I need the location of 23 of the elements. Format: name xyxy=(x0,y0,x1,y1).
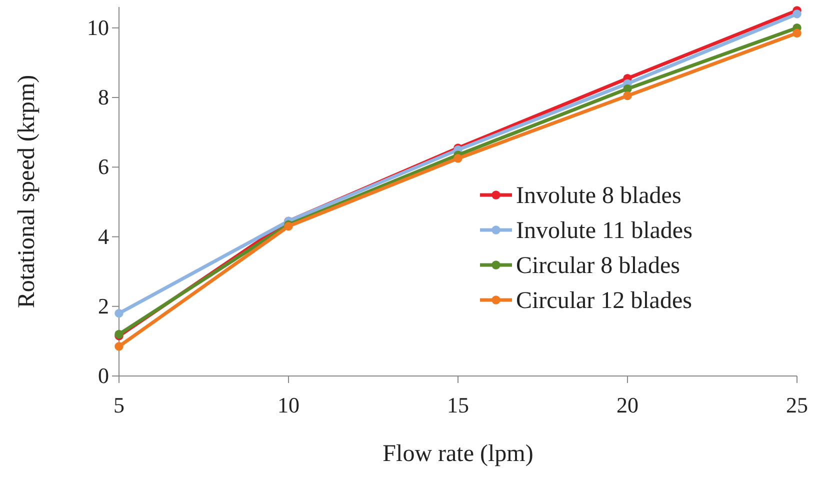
x-tick-label: 5 xyxy=(114,392,124,418)
legend-label: Circular 8 blades xyxy=(516,253,680,279)
y-tick-label: 0 xyxy=(98,363,109,388)
y-tick-label: 4 xyxy=(98,224,109,249)
point xyxy=(454,154,462,163)
legend-label: Circular 12 blades xyxy=(516,288,692,314)
x-axis-title: Flow rate (lpm) xyxy=(382,441,534,467)
x-tick-label: 20 xyxy=(616,392,638,418)
y-tick-label: 8 xyxy=(98,84,109,110)
legend-label: Involute 11 blades xyxy=(516,218,692,244)
point xyxy=(792,10,802,18)
point xyxy=(792,28,802,38)
y-tick-label: 6 xyxy=(98,154,109,180)
legend-label: Involute 8 blades xyxy=(516,183,682,209)
x-tick-label: 15 xyxy=(447,392,469,418)
point xyxy=(114,342,124,351)
point xyxy=(623,91,632,100)
x-tick-label: 10 xyxy=(278,392,300,418)
x-tick-label: 25 xyxy=(786,392,808,418)
y-tick-label: 2 xyxy=(98,293,109,318)
y-tick-label: 10 xyxy=(87,14,109,40)
point xyxy=(114,308,124,318)
y-axis-title: Rotational speed (krpm) xyxy=(14,74,40,308)
